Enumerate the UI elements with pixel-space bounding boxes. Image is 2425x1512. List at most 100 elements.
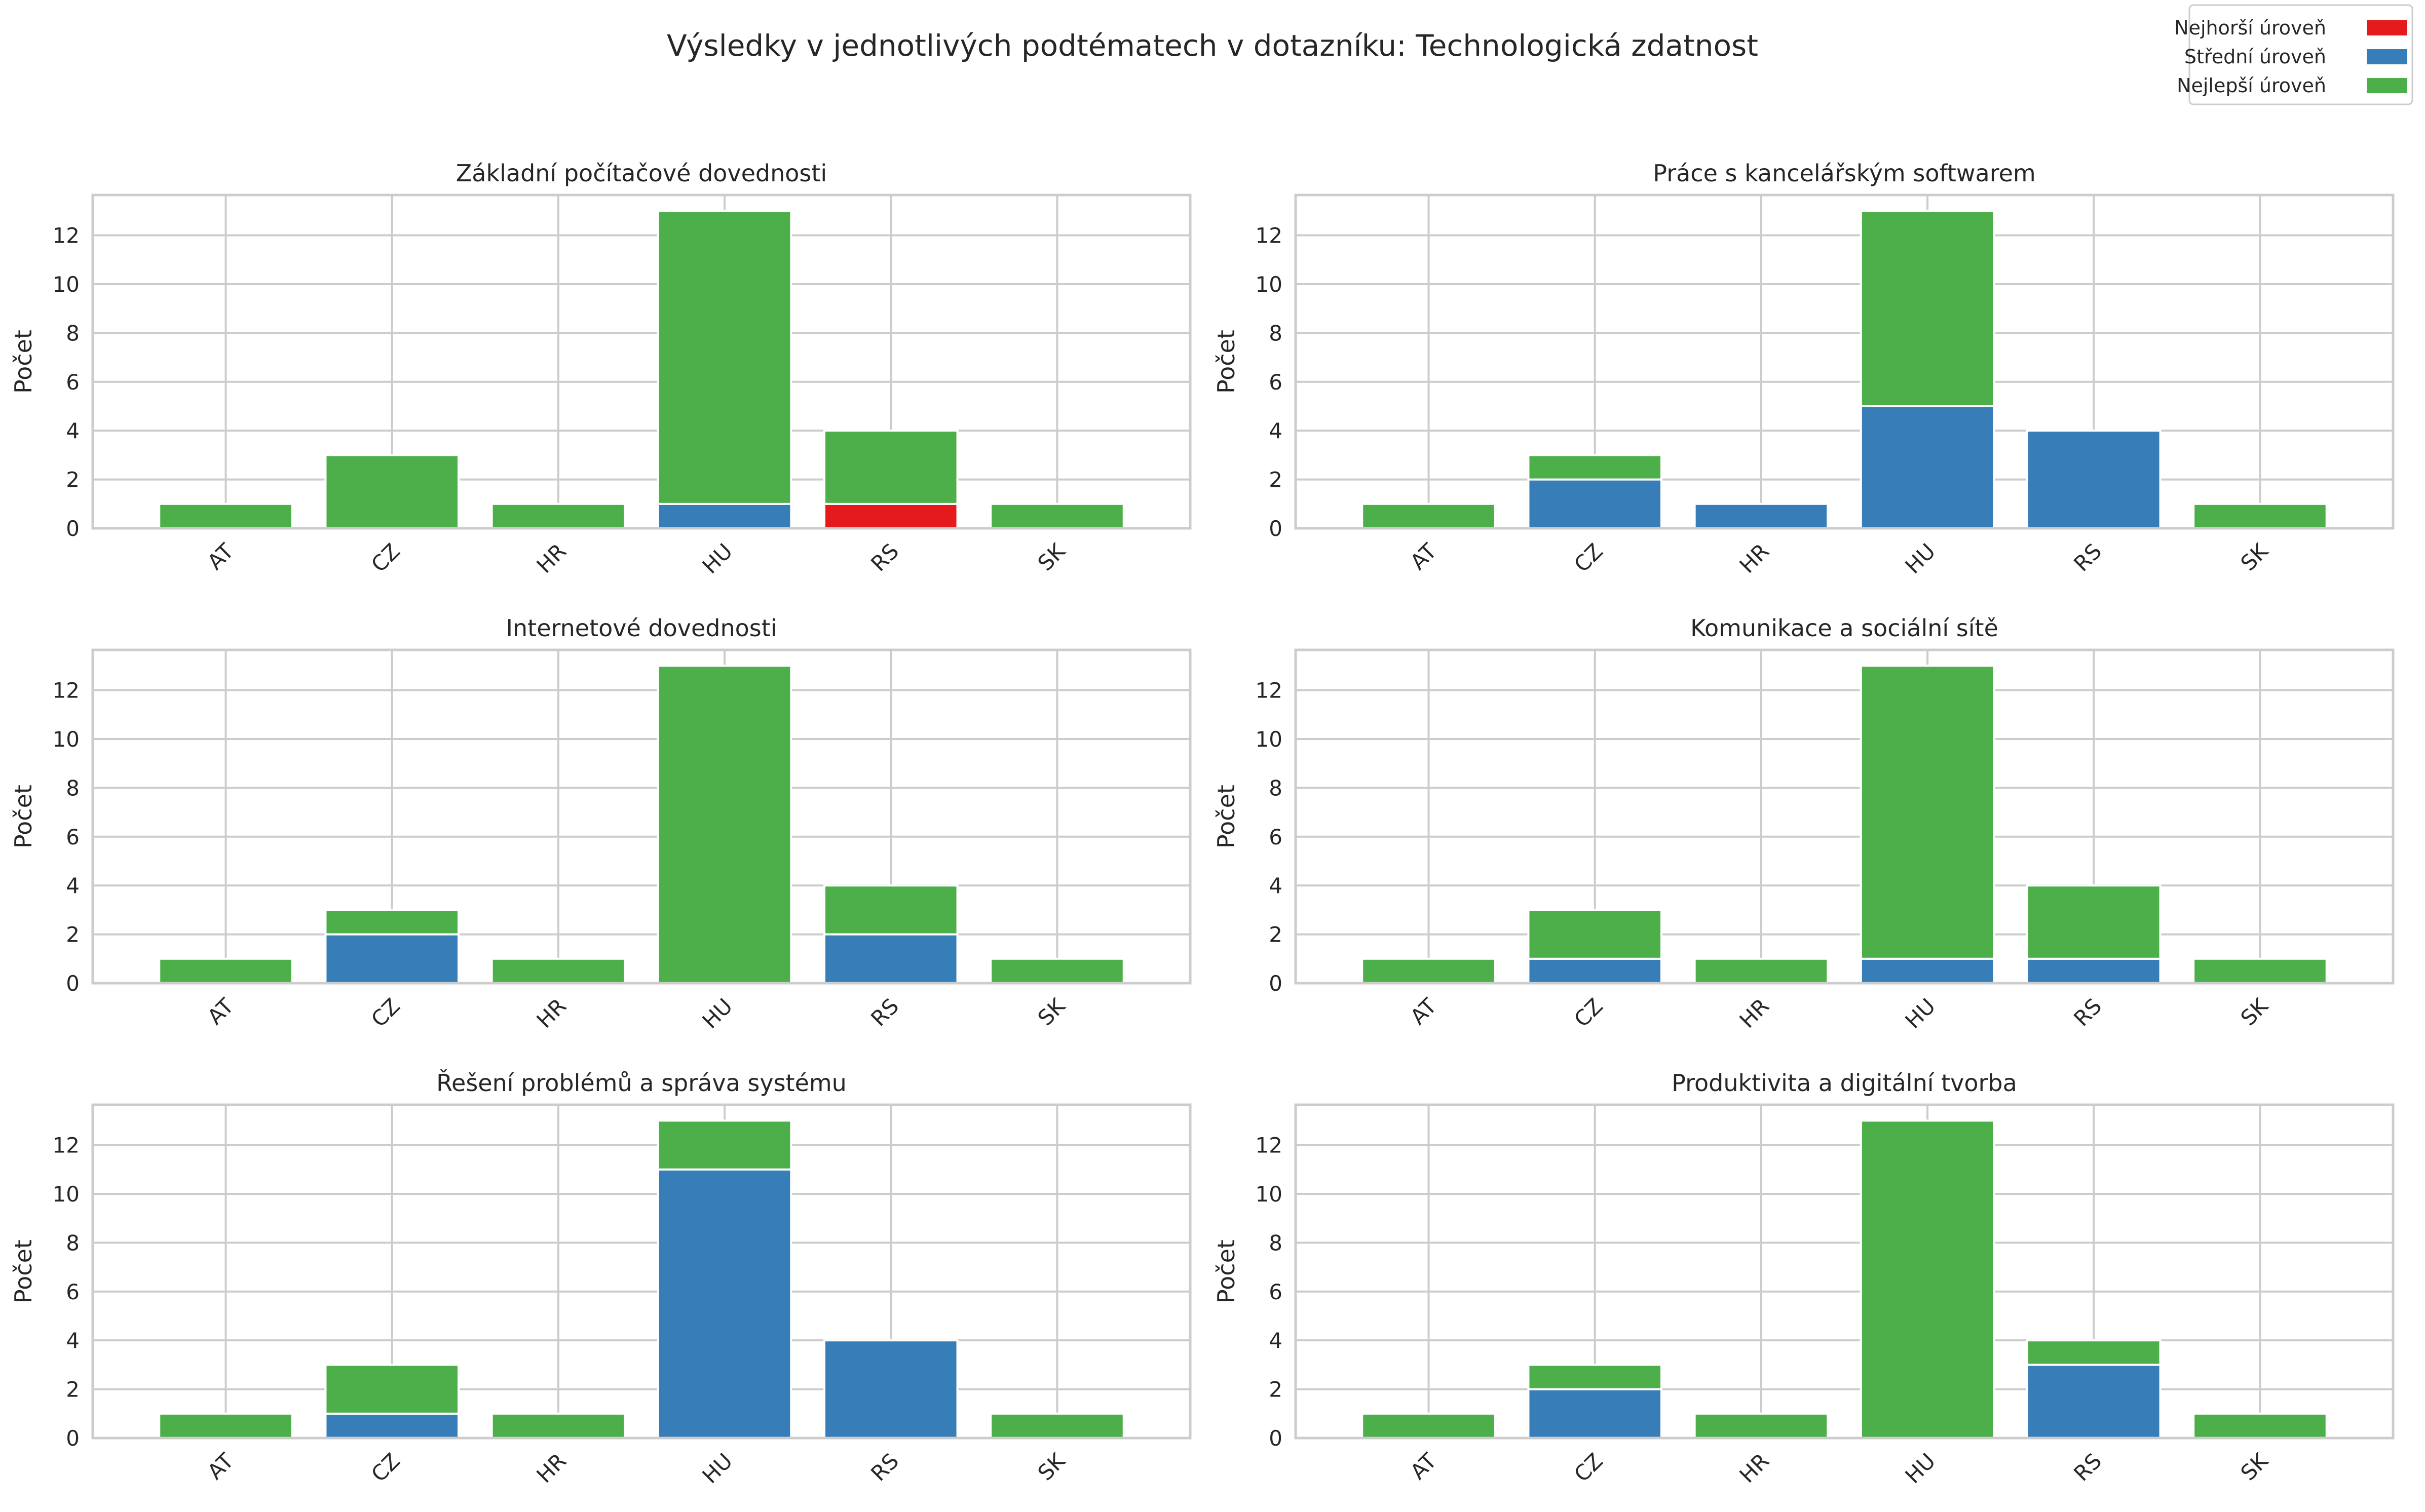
y-tick-label: 0: [66, 1426, 80, 1451]
y-tick-label: 10: [1256, 1182, 1282, 1207]
y-tick-label: 0: [1269, 1426, 1282, 1451]
plot-frame: [1294, 193, 2395, 530]
y-tick-label: 6: [66, 370, 80, 395]
y-tick-label: 12: [1256, 223, 1282, 248]
bar-cz-nejlepsi-uroven: [324, 1364, 460, 1415]
bar-sk-nejlepsi-uroven: [990, 1412, 1125, 1440]
bar-rs-stredni-uroven: [823, 933, 959, 984]
y-tick-label: 12: [53, 678, 80, 703]
bar-at-nejlepsi-uroven: [158, 502, 293, 529]
y-tick-label: 2: [1269, 1377, 1282, 1402]
y-axis-label: Počet: [10, 1239, 37, 1303]
panel-title: Komunikace a sociální sítě: [1690, 614, 1998, 642]
y-tick-label: 4: [66, 873, 80, 898]
y-tick-label: 12: [1256, 678, 1282, 703]
bar-hu-stredni-uroven: [1860, 957, 1995, 985]
bar-hu-nejlepsi-uroven: [1860, 210, 1995, 407]
legend-label-best: Nejlepší úroveň: [2177, 74, 2326, 97]
y-tick-label: 6: [66, 1280, 80, 1304]
plot-area: [1296, 1105, 2393, 1438]
bar-rs-stredni-uroven: [2026, 430, 2162, 530]
y-tick-label: 6: [1269, 825, 1282, 849]
y-tick-label: 4: [1269, 1328, 1282, 1353]
bar-hu-nejlepsi-uroven: [657, 665, 792, 985]
legend-swatch-worst: [2367, 20, 2407, 35]
bar-hu-nejlepsi-uroven: [657, 210, 792, 505]
y-tick-label: 0: [1269, 516, 1282, 541]
figure-title: Výsledky v jednotlivých podtématech v do…: [667, 28, 1758, 63]
plot-frame: [1294, 648, 2395, 985]
panel-title: Produktivita a digitální tvorba: [1672, 1069, 2017, 1097]
legend: Nejhorší úroveň Střední úroveň Nejlepší …: [2174, 4, 2413, 105]
y-axis-label: Počet: [1212, 330, 1240, 394]
bar-cz-stredni-uroven: [324, 933, 460, 984]
bar-at-nejlepsi-uroven: [158, 1412, 293, 1440]
y-tick-label: 2: [1269, 922, 1282, 947]
y-tick-label: 4: [66, 1328, 80, 1353]
panel-title: Práce s kancelářským softwarem: [1653, 160, 2035, 187]
bar-hu-nejlepsi-uroven: [1860, 1119, 1995, 1439]
bar-rs-stredni-uroven: [2026, 957, 2162, 985]
legend-swatch-best: [2367, 78, 2407, 93]
bar-hr-nejlepsi-uroven: [490, 957, 626, 985]
y-tick-label: 2: [1269, 468, 1282, 492]
y-axis-label: Počet: [1212, 785, 1240, 848]
y-tick-label: 12: [53, 1133, 80, 1158]
legend-label-worst: Nejhorší úroveň: [2174, 17, 2326, 39]
bar-hu-nejlepsi-uroven: [657, 1119, 792, 1171]
bar-cz-nejlepsi-uroven: [1527, 909, 1663, 960]
y-tick-label: 10: [53, 272, 80, 297]
bar-hr-stredni-uroven: [1693, 502, 1829, 529]
bar-rs-nejlepsi-uroven: [823, 884, 959, 936]
bar-rs-stredni-uroven: [2026, 1364, 2162, 1439]
y-tick-label: 12: [53, 223, 80, 248]
y-tick-label: 2: [66, 468, 80, 492]
y-tick-label: 0: [66, 971, 80, 996]
y-tick-label: 6: [1269, 1280, 1282, 1304]
y-tick-label: 10: [1256, 272, 1282, 297]
plot-area: [93, 195, 1190, 528]
bar-rs-nejlepsi-uroven: [823, 430, 959, 505]
bar-sk-nejlepsi-uroven: [2192, 1412, 2328, 1440]
bar-hr-nejlepsi-uroven: [1693, 1412, 1829, 1440]
bar-hu-stredni-uroven: [657, 502, 792, 529]
plot-area: [1296, 195, 2393, 528]
y-tick-label: 0: [66, 516, 80, 541]
y-tick-label: 8: [66, 1230, 80, 1255]
y-tick-label: 4: [1269, 418, 1282, 443]
bar-rs-nejlepsi-uroven: [2026, 1339, 2162, 1366]
y-tick-label: 2: [66, 922, 80, 947]
bar-sk-nejlepsi-uroven: [2192, 502, 2328, 529]
plot-frame: [1294, 1103, 2395, 1440]
legend-frame: [2188, 4, 2413, 105]
panel-title: Řešení problémů a správa systému: [436, 1069, 847, 1097]
bar-sk-nejlepsi-uroven: [990, 957, 1125, 985]
bar-rs-nejlepsi-uroven: [2026, 884, 2162, 960]
y-tick-label: 2: [66, 1377, 80, 1402]
y-tick-label: 8: [66, 776, 80, 800]
y-tick-label: 6: [1269, 370, 1282, 395]
bar-at-nejlepsi-uroven: [1361, 502, 1496, 529]
y-tick-label: 12: [1256, 1133, 1282, 1158]
bar-cz-stredni-uroven: [324, 1412, 460, 1440]
plot-frame: [91, 193, 1192, 530]
bar-cz-nejlepsi-uroven: [1527, 1364, 1663, 1390]
y-tick-label: 10: [53, 727, 80, 752]
y-tick-label: 6: [66, 825, 80, 849]
bar-hu-stredni-uroven: [1860, 405, 1995, 529]
bar-cz-stredni-uroven: [1527, 1388, 1663, 1440]
y-axis-label: Počet: [10, 785, 37, 848]
bar-at-nejlepsi-uroven: [1361, 1412, 1496, 1440]
y-tick-label: 8: [1269, 321, 1282, 345]
plot-frame: [91, 1103, 1192, 1440]
bar-sk-nejlepsi-uroven: [2192, 957, 2328, 985]
bar-cz-stredni-uroven: [1527, 478, 1663, 529]
bar-cz-nejlepsi-uroven: [324, 909, 460, 936]
bar-hu-stredni-uroven: [657, 1168, 792, 1440]
